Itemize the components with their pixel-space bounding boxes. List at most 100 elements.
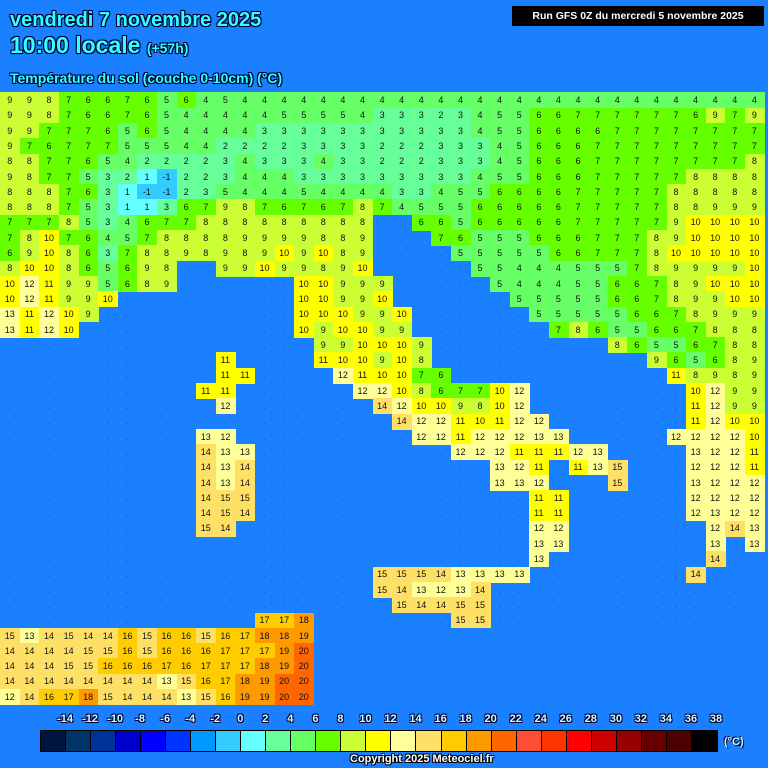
land-cell	[745, 520, 765, 537]
grid-value: 6	[575, 232, 581, 243]
sea-marker: .	[204, 339, 207, 350]
grid-value: 14	[63, 645, 74, 656]
grid-value: 4	[595, 95, 601, 105]
grid-value: 4	[183, 140, 189, 151]
grid-value: 11	[553, 508, 564, 519]
land-cell	[157, 627, 177, 644]
grid-value: 6	[183, 95, 189, 105]
land-cell	[490, 184, 511, 201]
sea-marker: .	[420, 446, 423, 457]
land-cell	[529, 413, 550, 430]
sea-marker: .	[635, 523, 639, 534]
grid-value: 4	[242, 110, 248, 121]
sea-marker: .	[439, 339, 443, 350]
sea-marker: .	[322, 462, 325, 473]
land-cell	[157, 673, 177, 690]
land-cell	[627, 214, 648, 231]
grid-value: -1	[142, 186, 151, 197]
grid-value: 4	[124, 217, 130, 228]
grid-value: 16	[161, 630, 172, 641]
sea-marker: .	[282, 278, 286, 289]
sea-marker: .	[459, 263, 462, 274]
grid-value: 4	[203, 110, 209, 121]
legend-swatch	[341, 731, 367, 751]
grid-row: . . . . . . . . . . . . . . . . . . . 15…	[0, 585, 745, 595]
grid-value: 12	[24, 278, 35, 289]
land-cell	[470, 581, 491, 598]
land-cell	[529, 291, 550, 308]
land-cell	[294, 260, 315, 277]
grid-value: 16	[181, 645, 192, 656]
land-cell	[235, 199, 256, 216]
grid-value: 6	[712, 355, 718, 366]
sea-marker: .	[635, 538, 639, 549]
grid-value: 19	[279, 661, 290, 672]
grid-value: 7	[438, 232, 444, 243]
grid-value: 6	[575, 140, 581, 151]
grid-value: 8	[66, 248, 72, 258]
grid-value: 7	[653, 293, 659, 304]
grid-value: 9	[712, 263, 718, 274]
land-cell	[529, 306, 550, 323]
legend-swatch	[666, 731, 692, 751]
grid-value: 5	[144, 140, 150, 151]
land-cell	[725, 245, 746, 262]
grid-value: 11	[749, 446, 760, 457]
sea-marker: .	[713, 615, 717, 626]
sea-marker: .	[184, 446, 188, 457]
land-cell	[431, 184, 452, 201]
grid-value: 10	[357, 355, 368, 366]
land-cell	[117, 260, 138, 277]
land-cell	[431, 428, 452, 445]
land-cell	[98, 260, 119, 277]
land-cell	[372, 566, 393, 583]
land-cell	[274, 612, 295, 629]
grid-value: 3	[359, 125, 365, 136]
grid-value: 12	[396, 401, 407, 411]
land-cell	[725, 413, 746, 430]
grid-value: 7	[66, 202, 72, 213]
land-cell	[627, 260, 648, 277]
sea-marker: .	[67, 477, 70, 488]
land-cell	[451, 612, 471, 629]
grid-row: 7 8 10 7 6 4 5 7 8 8 8 8 9 9 9 9 8 8 9 .…	[0, 233, 764, 243]
grid-value: 17	[161, 661, 172, 672]
grid-value: 12	[729, 508, 740, 519]
grid-value: 15	[63, 661, 74, 672]
land-cell	[470, 612, 491, 629]
sea-marker: .	[596, 339, 599, 350]
sea-marker: .	[145, 324, 149, 335]
land-cell	[686, 383, 707, 399]
grid-value: 7	[634, 202, 640, 213]
grid-value: 7	[634, 125, 640, 136]
sea-marker: .	[635, 554, 639, 564]
land-cell	[745, 138, 765, 155]
land-cell	[0, 184, 21, 201]
sea-marker: .	[733, 554, 737, 564]
grid-value: 5	[516, 171, 522, 182]
land-cell	[725, 337, 746, 354]
grid-value: 2	[222, 140, 228, 151]
land-cell	[196, 92, 217, 109]
land-cell	[196, 107, 217, 124]
sea-marker: .	[28, 339, 31, 350]
land-cell	[313, 92, 334, 109]
grid-value: 7	[673, 171, 679, 182]
land-cell	[176, 658, 197, 675]
grid-value: 16	[181, 630, 192, 641]
sea-marker: .	[86, 462, 90, 473]
sea-marker: .	[596, 538, 599, 549]
land-cell	[294, 138, 315, 155]
land-cell	[19, 627, 40, 644]
grid-value: 5	[477, 232, 483, 243]
land-cell	[647, 92, 667, 109]
grid-value: 9	[301, 232, 307, 243]
land-cell	[255, 245, 275, 262]
sea-marker: .	[498, 584, 501, 595]
land-cell	[39, 107, 60, 124]
land-cell	[176, 689, 197, 705]
grid-value: 14	[24, 691, 35, 702]
land-cell	[490, 474, 511, 491]
grid-value: 12	[514, 385, 525, 396]
land-cell	[255, 260, 275, 277]
